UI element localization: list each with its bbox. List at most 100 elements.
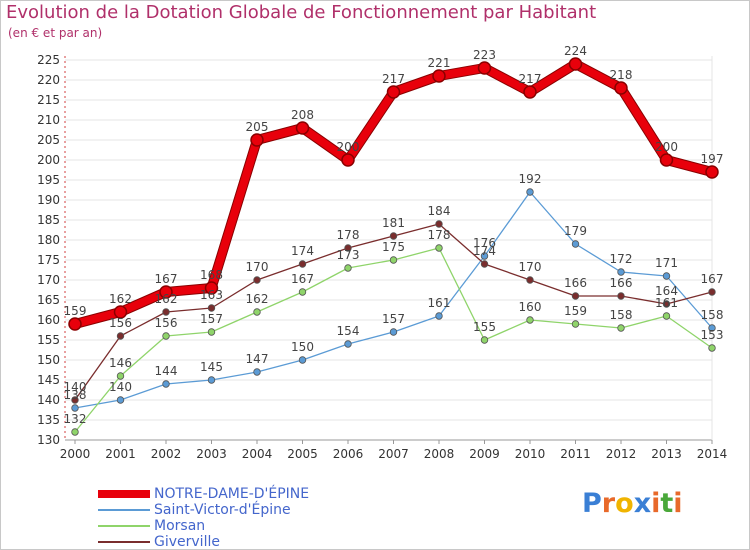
data-label: 167 <box>701 272 724 286</box>
data-point <box>253 276 261 284</box>
y-tick-label: 135 <box>37 413 60 427</box>
data-point <box>389 328 398 336</box>
y-tick-label: 185 <box>37 213 60 227</box>
y-tick-label: 145 <box>37 373 60 387</box>
data-point <box>568 57 583 71</box>
data-label: 184 <box>428 204 451 218</box>
data-label: 153 <box>701 328 724 342</box>
data-label: 145 <box>200 360 223 374</box>
data-label: 157 <box>382 312 405 326</box>
data-point <box>705 165 719 179</box>
data-point <box>432 69 446 83</box>
x-tick-label: 2014 <box>697 447 728 461</box>
x-tick-label: 2001 <box>105 447 136 461</box>
y-tick-label: 140 <box>37 393 60 407</box>
data-point <box>253 308 261 316</box>
data-label: 172 <box>610 252 633 266</box>
data-point <box>68 317 82 331</box>
series-0 <box>68 57 719 331</box>
data-label: 147 <box>246 352 269 366</box>
data-label: 205 <box>246 120 269 134</box>
data-point <box>617 292 625 300</box>
data-point <box>523 85 537 99</box>
x-tick-label: 2007 <box>378 447 409 461</box>
data-point <box>162 380 170 388</box>
data-label: 167 <box>155 272 178 286</box>
data-point <box>113 305 128 319</box>
y-tick-label: 205 <box>37 133 60 147</box>
y-tick-label: 210 <box>37 113 60 127</box>
data-point <box>659 153 674 167</box>
data-label: 178 <box>337 228 360 242</box>
legend-swatch <box>98 490 150 498</box>
logo-letter: o <box>615 488 634 519</box>
series-1 <box>71 188 716 412</box>
data-label: 200 <box>337 140 360 154</box>
data-point <box>116 396 125 404</box>
data-point <box>435 312 443 320</box>
data-label: 140 <box>109 380 132 394</box>
legend-label: Giverville <box>154 534 220 550</box>
data-point <box>204 281 219 295</box>
data-label: 159 <box>64 304 87 318</box>
proxiti-logo: Proxiti <box>582 488 683 519</box>
data-label: 218 <box>610 68 633 82</box>
data-point <box>571 292 580 300</box>
data-label: 166 <box>564 276 587 290</box>
y-tick-label: 130 <box>37 433 60 447</box>
data-label: 150 <box>291 340 314 354</box>
y-tick-label: 225 <box>37 53 60 67</box>
data-label: 138 <box>64 388 87 402</box>
data-point <box>71 404 79 412</box>
logo-letter: x <box>633 488 652 519</box>
data-label: 192 <box>519 172 542 186</box>
data-label: 162 <box>109 292 132 306</box>
data-label: 155 <box>473 320 496 334</box>
data-point <box>435 244 443 252</box>
data-point <box>389 256 398 264</box>
data-point <box>708 324 716 332</box>
data-point <box>207 304 216 312</box>
data-point <box>71 428 79 436</box>
data-point <box>526 276 534 284</box>
data-label: 179 <box>564 224 587 238</box>
x-tick-label: 2009 <box>469 447 500 461</box>
data-point <box>480 260 489 268</box>
x-tick-label: 2000 <box>60 447 91 461</box>
y-tick-label: 220 <box>37 73 60 87</box>
chart-subtitle: (en € et par an) <box>8 26 103 40</box>
y-tick-label: 195 <box>37 173 60 187</box>
x-tick-label: 2003 <box>196 447 227 461</box>
legend-label: Morsan <box>154 518 206 534</box>
data-label: 140 <box>64 380 87 394</box>
data-label: 163 <box>200 288 223 302</box>
data-label: 158 <box>701 308 724 322</box>
data-point <box>295 121 310 135</box>
series-3 <box>71 220 716 404</box>
data-point <box>571 320 580 328</box>
data-label: 162 <box>246 292 269 306</box>
data-label: 181 <box>382 216 405 230</box>
data-point <box>662 300 671 308</box>
series-2 <box>71 244 716 436</box>
data-point <box>708 344 716 352</box>
x-tick-label: 2002 <box>151 447 182 461</box>
data-point <box>344 264 352 272</box>
data-point <box>250 133 264 147</box>
legend-label: NOTRE-DAME-D'ÉPINE <box>154 486 310 502</box>
data-label: 164 <box>655 284 678 298</box>
y-tick-label: 175 <box>37 253 60 267</box>
y-tick-label: 150 <box>37 353 60 367</box>
data-label: 162 <box>155 292 178 306</box>
data-label: 157 <box>200 312 223 326</box>
data-label: 154 <box>337 324 360 338</box>
data-point <box>159 285 173 299</box>
legend-label: Saint-Victor-d'Épine <box>154 502 291 518</box>
data-label: 175 <box>382 240 405 254</box>
data-label: 208 <box>291 108 314 122</box>
chart-title: Evolution de la Dotation Globale de Fonc… <box>6 2 597 23</box>
data-point <box>389 232 398 240</box>
data-point <box>116 332 125 340</box>
y-tick-label: 170 <box>37 273 60 287</box>
